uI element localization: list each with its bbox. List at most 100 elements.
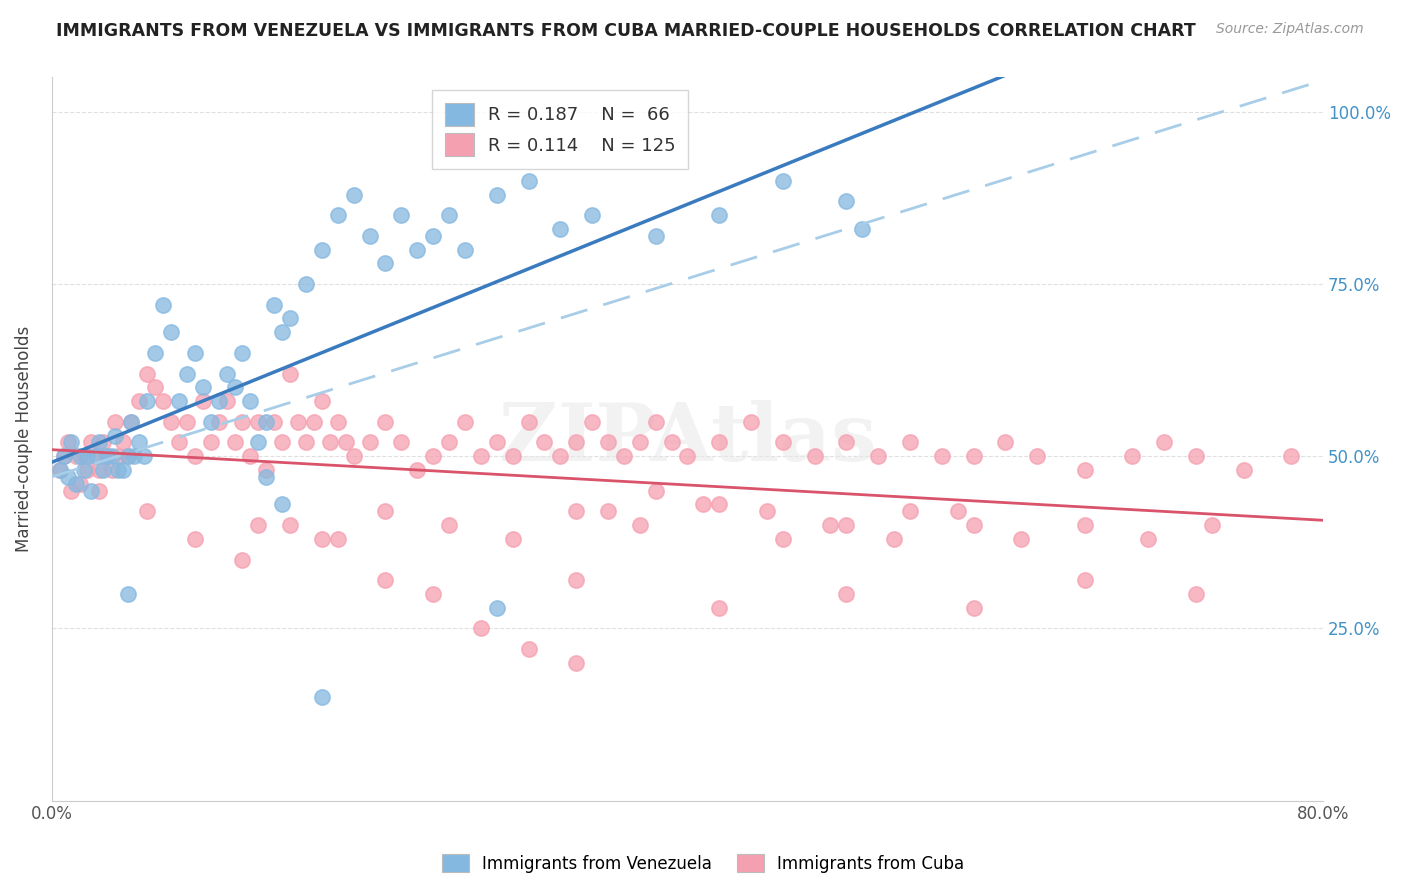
Point xyxy=(89,435,111,450)
Point xyxy=(422,228,444,243)
Point xyxy=(676,449,699,463)
Point xyxy=(517,642,540,657)
Point xyxy=(48,463,70,477)
Point xyxy=(485,435,508,450)
Point xyxy=(76,463,98,477)
Text: IMMIGRANTS FROM VENEZUELA VS IMMIGRANTS FROM CUBA MARRIED-COUPLE HOUSEHOLDS CORR: IMMIGRANTS FROM VENEZUELA VS IMMIGRANTS … xyxy=(56,22,1197,40)
Point xyxy=(835,194,858,209)
Point xyxy=(550,449,572,463)
Point xyxy=(215,367,238,381)
Point xyxy=(295,435,318,450)
Point xyxy=(80,483,103,498)
Point xyxy=(167,435,190,450)
Legend: R = 0.187    N =  66, R = 0.114    N = 125: R = 0.187 N = 66, R = 0.114 N = 125 xyxy=(432,90,689,169)
Point xyxy=(104,428,127,442)
Point xyxy=(709,208,731,222)
Point xyxy=(883,532,905,546)
Point xyxy=(152,394,174,409)
Point xyxy=(263,415,285,429)
Point xyxy=(160,415,183,429)
Point xyxy=(136,394,159,409)
Point xyxy=(84,449,107,463)
Point xyxy=(254,463,277,477)
Point xyxy=(1026,449,1049,463)
Point xyxy=(1279,449,1302,463)
Point xyxy=(200,435,222,450)
Point xyxy=(1121,449,1143,463)
Point xyxy=(160,326,183,340)
Point xyxy=(128,394,150,409)
Point xyxy=(278,518,301,533)
Point xyxy=(835,435,858,450)
Point xyxy=(101,463,124,477)
Point xyxy=(254,470,277,484)
Point xyxy=(709,435,731,450)
Point xyxy=(72,463,94,477)
Point xyxy=(517,415,540,429)
Point xyxy=(271,435,294,450)
Point xyxy=(287,415,309,429)
Point xyxy=(69,476,91,491)
Point xyxy=(374,256,396,270)
Point xyxy=(326,208,349,222)
Y-axis label: Married-couple Households: Married-couple Households xyxy=(15,326,32,552)
Point xyxy=(128,435,150,450)
Point xyxy=(502,532,524,546)
Point xyxy=(231,552,253,566)
Point xyxy=(803,449,825,463)
Text: Source: ZipAtlas.com: Source: ZipAtlas.com xyxy=(1216,22,1364,37)
Point xyxy=(104,415,127,429)
Point xyxy=(406,243,429,257)
Point xyxy=(184,532,207,546)
Point xyxy=(1153,435,1175,450)
Point xyxy=(565,656,588,670)
Point xyxy=(374,504,396,518)
Point xyxy=(48,463,70,477)
Point xyxy=(239,449,262,463)
Point xyxy=(550,222,572,236)
Point xyxy=(613,449,636,463)
Point xyxy=(56,470,79,484)
Point xyxy=(868,449,890,463)
Point xyxy=(565,504,588,518)
Point xyxy=(247,415,270,429)
Point xyxy=(533,435,555,450)
Point xyxy=(343,449,366,463)
Point xyxy=(628,518,651,533)
Point xyxy=(295,277,318,291)
Point xyxy=(65,449,87,463)
Point xyxy=(176,367,198,381)
Point xyxy=(107,449,129,463)
Point xyxy=(152,298,174,312)
Point xyxy=(709,498,731,512)
Point xyxy=(596,504,619,518)
Point xyxy=(835,587,858,601)
Point xyxy=(69,449,91,463)
Point xyxy=(326,532,349,546)
Point xyxy=(389,208,412,222)
Point xyxy=(661,435,683,450)
Point xyxy=(772,174,794,188)
Point xyxy=(596,435,619,450)
Point xyxy=(1185,587,1208,601)
Point xyxy=(962,600,984,615)
Point xyxy=(644,415,666,429)
Point xyxy=(437,208,460,222)
Point xyxy=(53,449,76,463)
Point xyxy=(389,435,412,450)
Point xyxy=(422,449,444,463)
Point xyxy=(89,463,111,477)
Point xyxy=(820,518,842,533)
Point xyxy=(96,449,118,463)
Point xyxy=(143,346,166,360)
Point xyxy=(65,476,87,491)
Point xyxy=(581,415,603,429)
Point xyxy=(1010,532,1032,546)
Point xyxy=(755,504,778,518)
Point xyxy=(271,326,294,340)
Point xyxy=(224,380,246,394)
Point xyxy=(1185,449,1208,463)
Point xyxy=(485,187,508,202)
Point xyxy=(311,690,333,705)
Point xyxy=(470,622,492,636)
